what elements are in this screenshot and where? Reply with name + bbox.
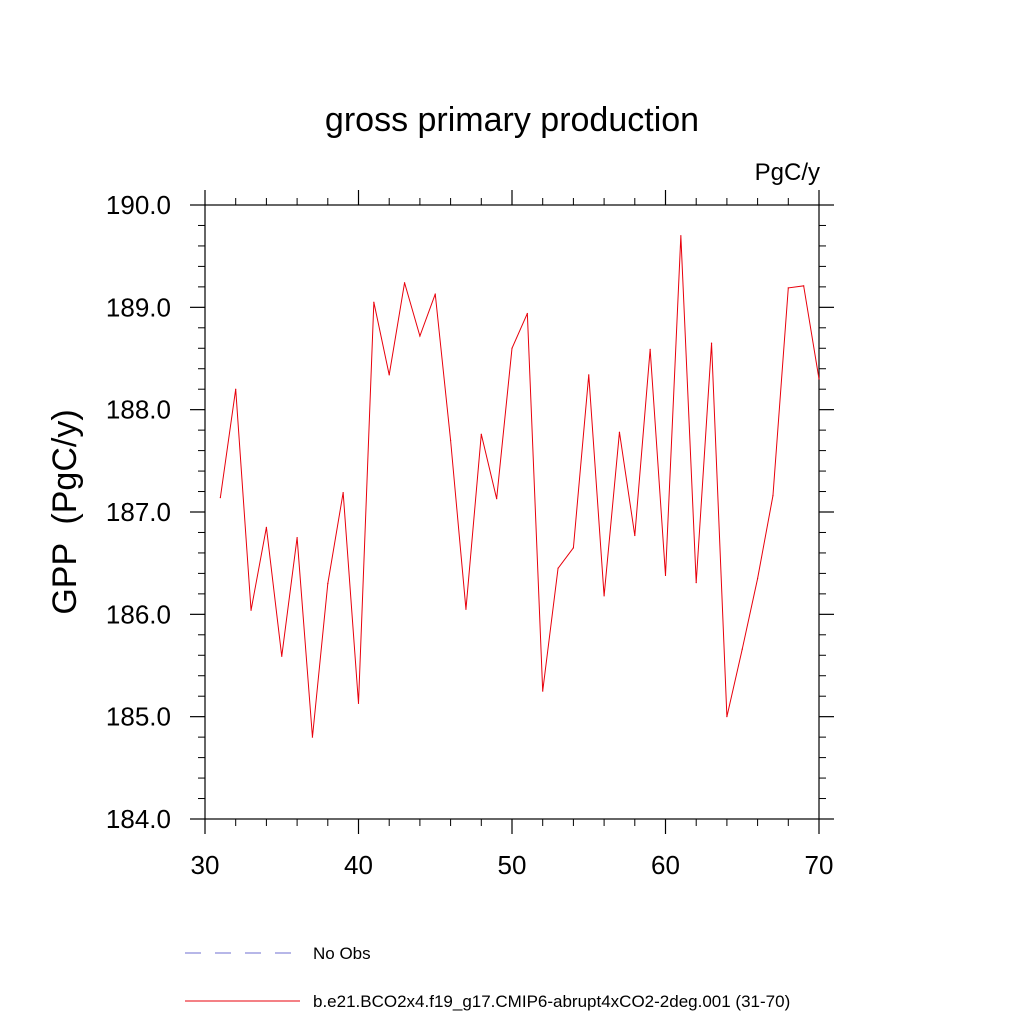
data-point [327, 583, 329, 585]
data-point [680, 235, 682, 237]
x-tick-label: 60 [651, 850, 680, 880]
data-point [250, 609, 252, 611]
data-point [526, 312, 528, 315]
y-tick-label: 187.0 [106, 497, 171, 527]
data-point [649, 348, 651, 350]
legend-label-no-obs: No Obs [313, 944, 371, 963]
y-tick-label: 190.0 [106, 190, 171, 220]
series-layer [219, 235, 820, 738]
data-point [664, 574, 667, 577]
data-point [741, 648, 743, 650]
y-tick-label: 188.0 [106, 395, 171, 425]
x-tick-label: 30 [191, 850, 220, 880]
data-point [450, 439, 452, 441]
y-axis: 184.0 185.0 186.0 187.0 188.0 189.0 190.0 [106, 190, 834, 834]
legend: No Obs b.e21.BCO2x4.f19_g17.CMIP6-abrupt… [185, 944, 790, 1011]
data-point [710, 342, 713, 344]
data-point [757, 577, 759, 580]
plot-frame [204, 204, 820, 820]
data-point [235, 388, 237, 390]
legend-label-model: b.e21.BCO2x4.f19_g17.CMIP6-abrupt4xCO2-2… [313, 992, 790, 1011]
data-point [265, 526, 267, 528]
data-point [603, 595, 605, 597]
y-tick-label: 185.0 [106, 702, 171, 732]
data-point [419, 335, 421, 337]
x-tick-label: 70 [805, 850, 834, 880]
data-point [296, 536, 298, 539]
y-tick-label: 184.0 [106, 804, 171, 834]
data-point [311, 736, 314, 738]
data-point [281, 655, 283, 657]
data-point [772, 495, 774, 497]
data-point [403, 282, 406, 284]
data-point [496, 498, 498, 500]
data-point [695, 582, 697, 584]
data-point [219, 497, 221, 499]
data-point [618, 431, 621, 433]
y-axis-label: GPP (PgC/y) [46, 409, 84, 614]
data-point [434, 293, 436, 295]
series-line [219, 235, 820, 738]
data-point [480, 433, 482, 435]
data-point [726, 716, 728, 718]
data-point [357, 702, 360, 704]
x-tick-label: 50 [498, 850, 527, 880]
y-tick-label: 186.0 [106, 599, 171, 629]
data-point [342, 491, 344, 494]
data-point [373, 301, 375, 303]
y-tick-label: 189.0 [106, 292, 171, 322]
data-point [588, 374, 590, 376]
x-axis: 30 40 50 60 70 [191, 190, 834, 880]
data-point [803, 285, 805, 287]
x-tick-label: 40 [344, 850, 373, 880]
data-point [557, 567, 559, 569]
data-point [634, 534, 636, 537]
data-point [388, 374, 390, 376]
chart-title: gross primary production [325, 101, 699, 139]
units-label: PgC/y [755, 159, 820, 186]
data-point [787, 287, 789, 289]
data-point [465, 608, 467, 610]
data-point [542, 690, 544, 692]
data-point [818, 378, 820, 380]
data-point [572, 547, 575, 549]
data-point [511, 347, 513, 349]
